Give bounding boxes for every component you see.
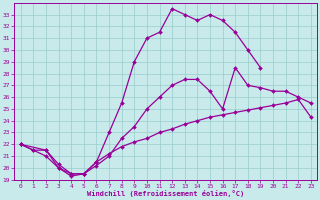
X-axis label: Windchill (Refroidissement éolien,°C): Windchill (Refroidissement éolien,°C): [87, 190, 244, 197]
